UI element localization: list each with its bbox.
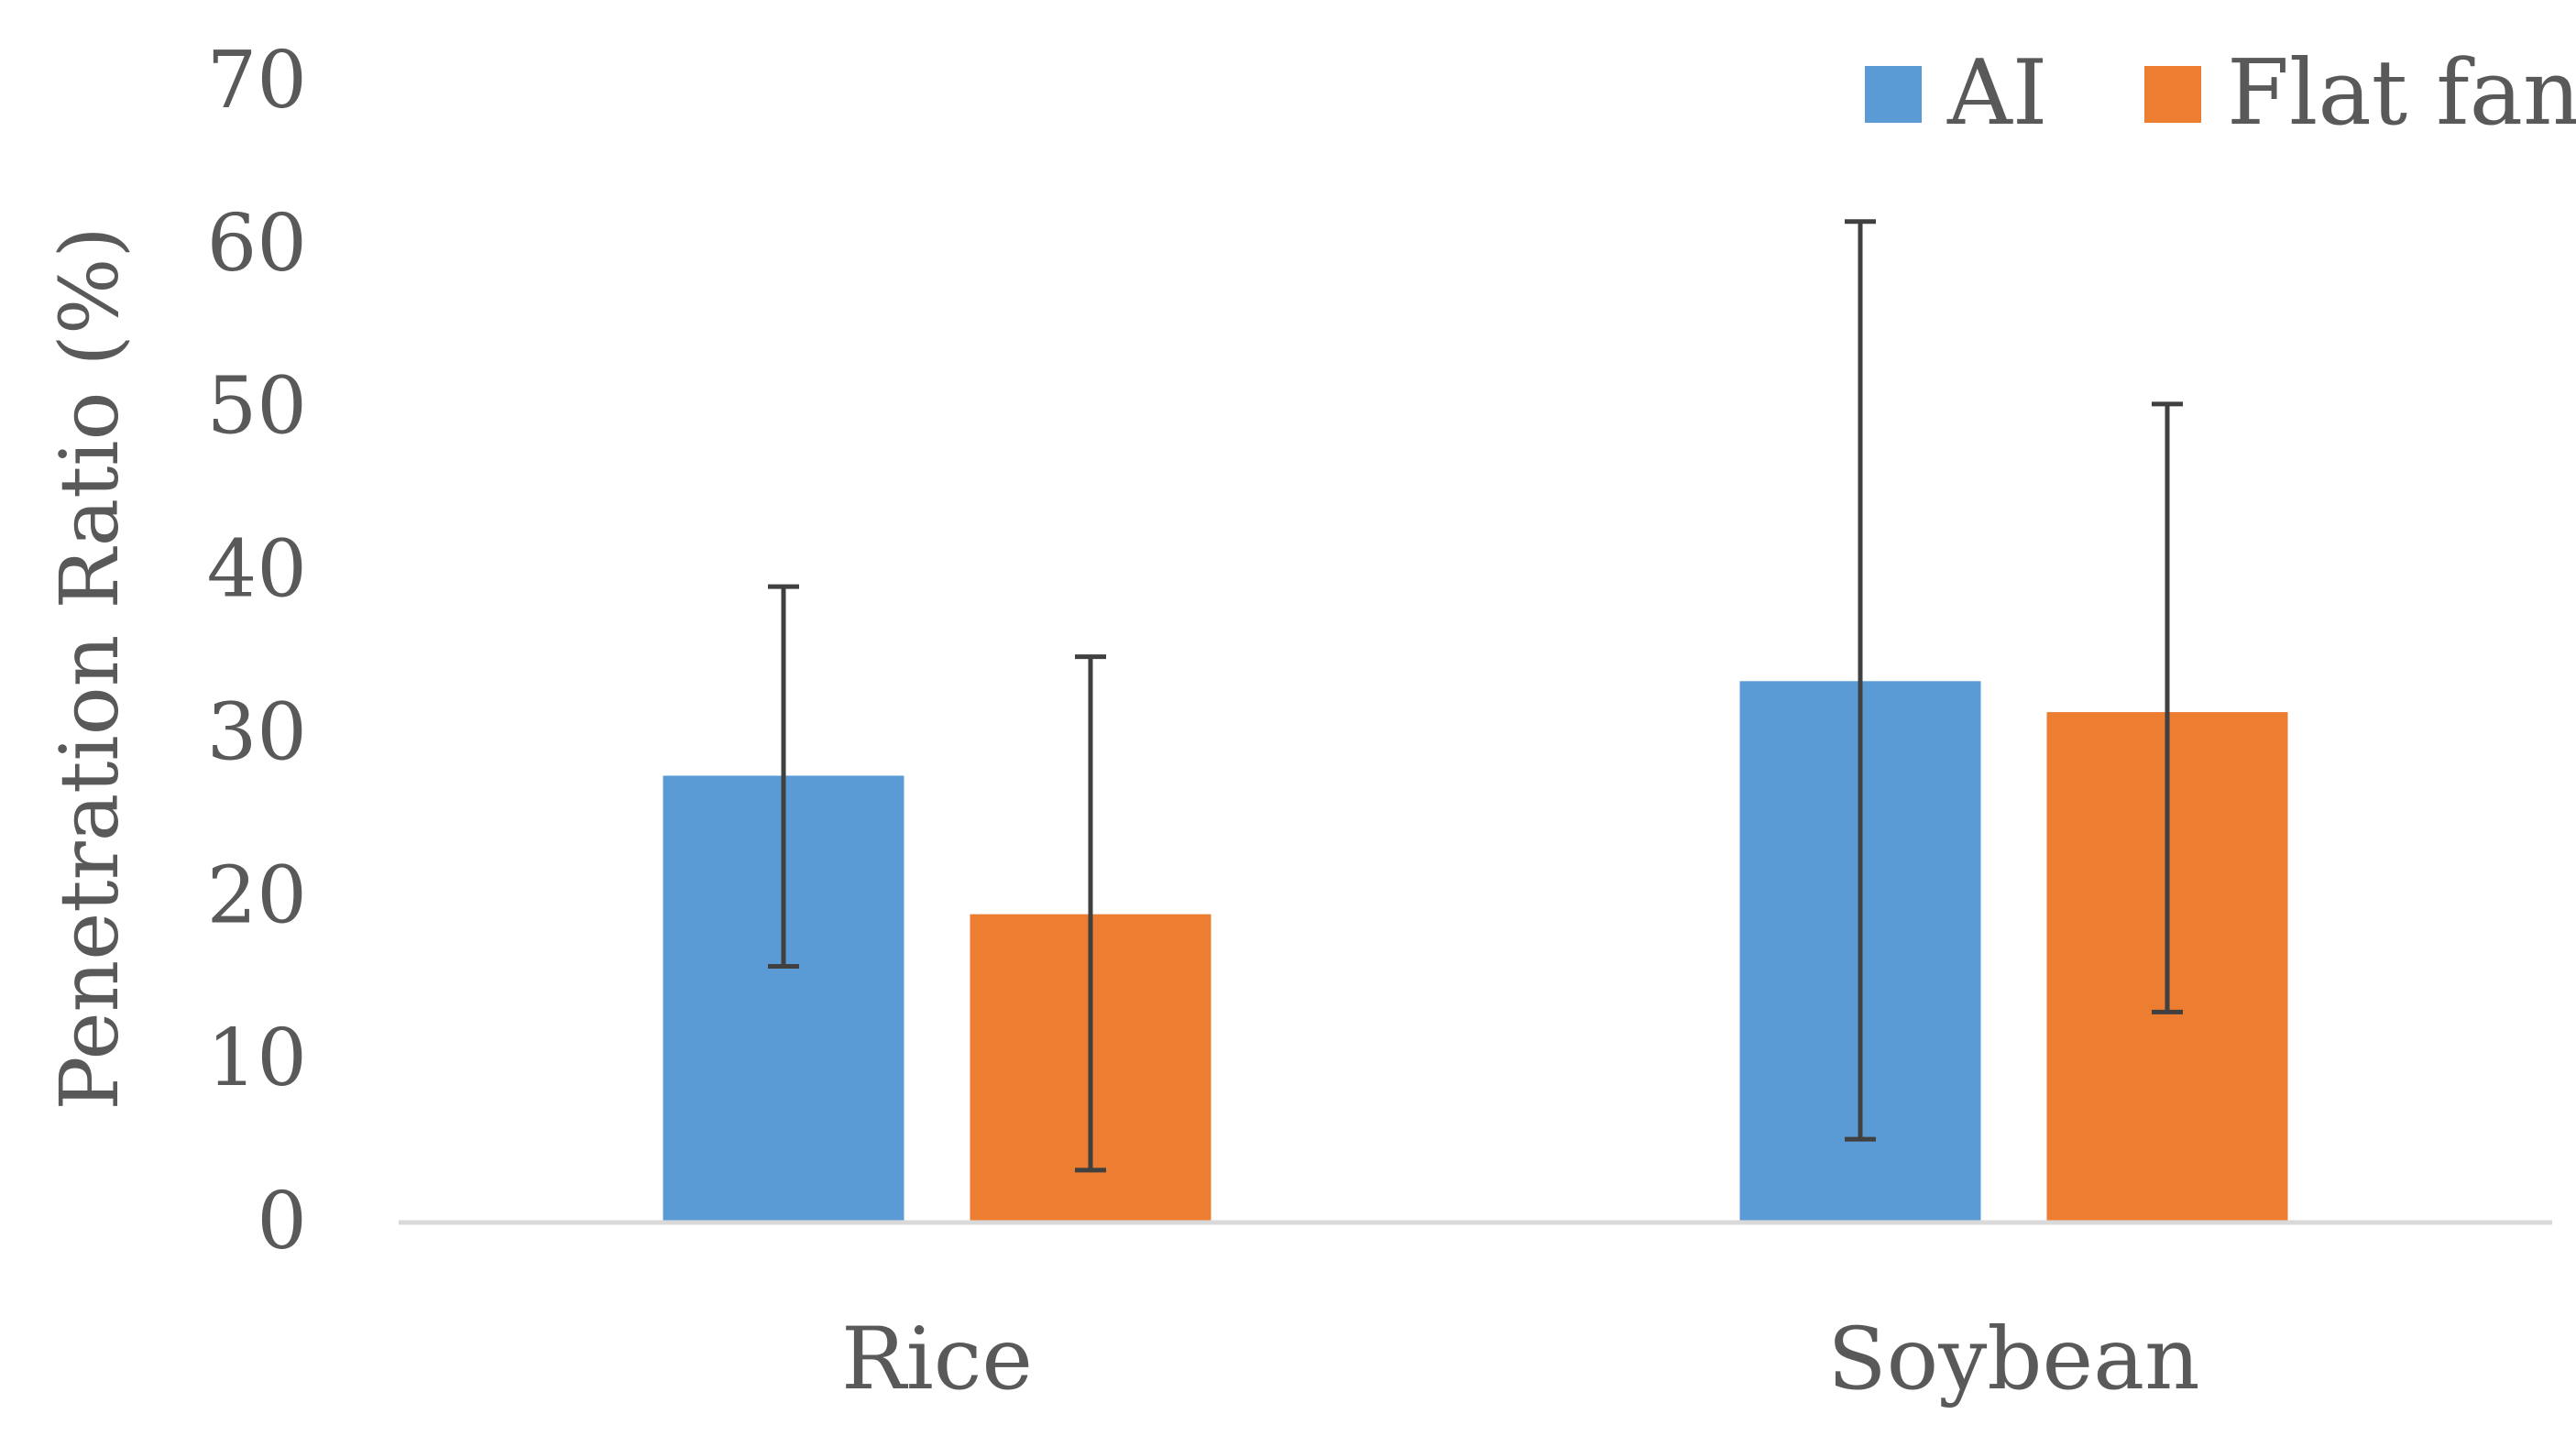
error-bar-ai-rice	[768, 584, 799, 970]
y-axis-ticks: 0 10 20 30 40 50 60 70	[207, 35, 307, 1267]
y-tick-label: 20	[207, 850, 307, 941]
error-bars-layer	[768, 219, 2183, 1173]
legend-swatch	[1865, 66, 1922, 123]
y-axis-title: Penetration Ratio (%)	[42, 226, 137, 1111]
error-bar-ai-soybean	[1845, 219, 1876, 1142]
legend: AI Flat fan	[1865, 41, 2576, 146]
legend-item-flat-fan: Flat fan	[2144, 41, 2576, 146]
legend-item-ai: AI	[1865, 41, 2047, 146]
y-tick-label: 70	[207, 35, 307, 126]
y-tick-label: 60	[207, 198, 307, 290]
category-labels: Rice Soybean	[841, 1310, 2200, 1409]
y-tick-label: 0	[257, 1176, 307, 1267]
y-tick-label: 30	[207, 686, 307, 778]
bars-layer	[663, 681, 2288, 1221]
legend-swatch	[2144, 66, 2201, 123]
x-category-label: Rice	[841, 1310, 1033, 1409]
legend-label: Flat fan	[2227, 41, 2576, 146]
error-bar-flat-fan-rice	[1075, 654, 1106, 1173]
y-tick-label: 50	[207, 361, 307, 453]
error-bar-flat-fan-soybean	[2152, 401, 2183, 1014]
legend-label: AI	[1946, 41, 2047, 146]
x-category-label: Soybean	[1827, 1310, 2199, 1409]
y-tick-label: 10	[207, 1013, 307, 1104]
y-tick-label: 40	[207, 524, 307, 616]
